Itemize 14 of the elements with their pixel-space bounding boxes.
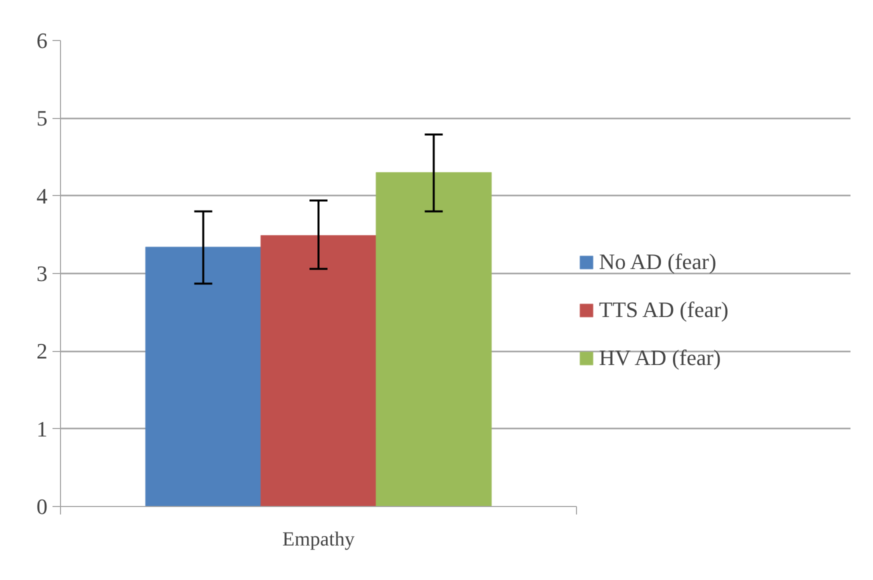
y-tick-label: 0 [36, 494, 48, 519]
legend-label: TTS AD (fear) [599, 297, 729, 323]
y-tick-label: 2 [36, 338, 48, 364]
bar [145, 246, 262, 506]
y-tick-label: 3 [36, 261, 48, 286]
bar [260, 234, 377, 506]
y-tick-label: 6 [36, 28, 48, 53]
bar [376, 172, 492, 506]
legend-label: No AD (fear) [599, 249, 716, 275]
y-tick-label: 4 [36, 183, 48, 208]
y-tick-label: 1 [36, 416, 48, 442]
x-tick-label: Empathy [282, 528, 355, 550]
y-tick-label: 5 [36, 106, 48, 131]
legend-label: HV AD (fear) [599, 345, 721, 371]
